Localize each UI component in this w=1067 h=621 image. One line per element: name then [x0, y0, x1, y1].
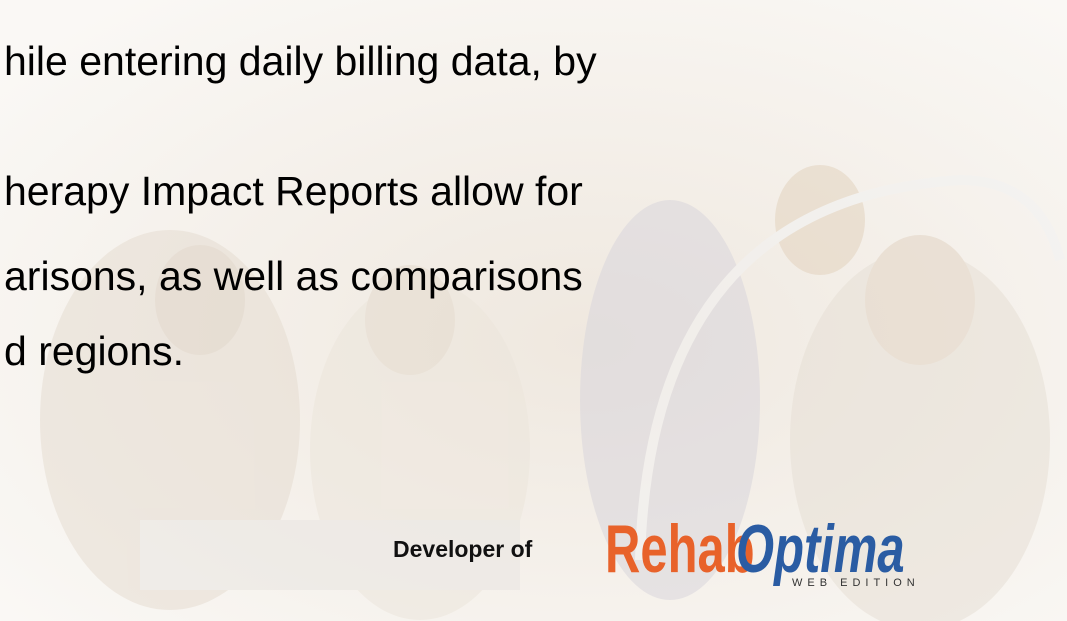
body-text: herapy Impact Reports allow for — [4, 168, 583, 214]
page: {"slide": {"lines": ["hile entering dail… — [0, 0, 1067, 621]
logo-brand: Optima — [736, 510, 905, 587]
logo-prefix: Developer of — [393, 536, 533, 562]
body-text: arisons, as well as comparisons — [4, 253, 583, 299]
body-text: hile entering daily billing data, by — [4, 38, 597, 84]
slide: hile entering daily billing data, by her… — [0, 0, 1067, 621]
logo-edition: WEB EDITION — [792, 577, 920, 589]
logo-brand: Rehab — [605, 510, 755, 587]
body-text: d regions. — [4, 328, 184, 374]
